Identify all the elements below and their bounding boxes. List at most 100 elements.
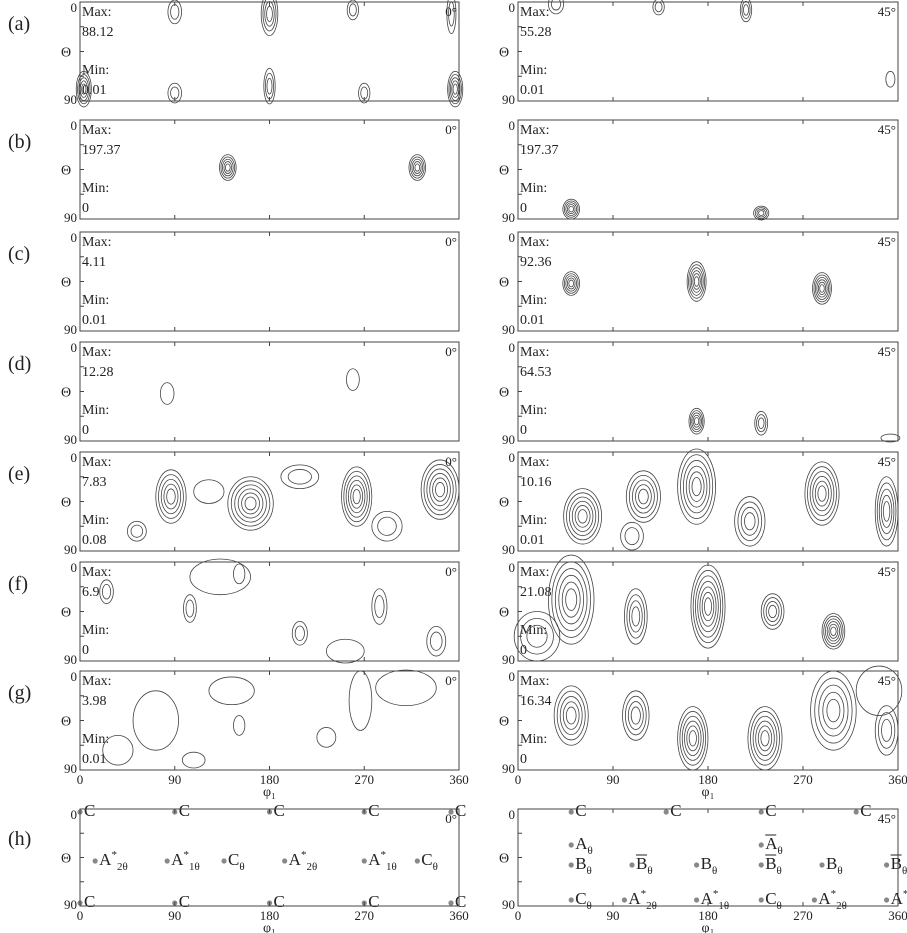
- contour-line: [292, 621, 307, 645]
- contour-line: [628, 702, 643, 730]
- panel-frame: [518, 342, 898, 441]
- contour-line: [433, 478, 448, 501]
- y-axis-top-label: 0: [71, 0, 78, 15]
- phi2-angle-label: 0°: [445, 344, 457, 359]
- odf-panel-left: Max:3.98Min:0.01: [82, 670, 436, 768]
- phi2-angle-label: 45°: [878, 344, 896, 359]
- orientation-marker: [759, 862, 764, 867]
- orientation-marker: [812, 897, 817, 902]
- contour-line: [815, 481, 828, 506]
- x-tick-label: 90: [607, 772, 620, 787]
- contour-line: [758, 418, 764, 429]
- y-axis-bottom-label: 90: [64, 542, 77, 557]
- x-tick-label: 0: [515, 772, 522, 787]
- orientation-marker: [664, 809, 669, 814]
- contour-line: [629, 601, 642, 632]
- contour-line: [562, 582, 580, 617]
- min-value: 0: [82, 423, 89, 438]
- y-axis-top-label: 0: [71, 230, 78, 245]
- max-label: Max:: [82, 123, 112, 138]
- contour-line: [409, 155, 426, 181]
- x-tick-label: 360: [888, 772, 907, 787]
- contour-line: [566, 589, 577, 611]
- y-axis-top-label: 0: [509, 230, 516, 245]
- contour-line: [100, 580, 114, 604]
- panel-frame: [80, 562, 459, 661]
- max-value: 21.08: [520, 585, 552, 600]
- orientation-marker: [221, 858, 226, 863]
- contour-line: [221, 157, 235, 178]
- min-value: 0.01: [520, 533, 545, 548]
- contour-line: [346, 476, 367, 517]
- orientation-marker: [884, 862, 889, 867]
- max-label: Max:: [82, 455, 112, 470]
- contour-line: [689, 408, 704, 434]
- y-axis-bottom-label: 90: [64, 322, 77, 337]
- orientation-label: A*1θ: [368, 849, 397, 873]
- contour-line: [183, 595, 196, 623]
- contour-line: [741, 507, 758, 535]
- contour-line: [563, 272, 580, 296]
- min-value: 0.01: [82, 313, 107, 328]
- contour-line: [635, 485, 651, 509]
- orientation-label: Cθ: [228, 850, 245, 873]
- contour-line: [233, 564, 244, 584]
- contour-line: [766, 601, 779, 621]
- max-label: Max:: [82, 235, 112, 250]
- contour-line: [317, 727, 336, 747]
- phi2-angle-label: 45°: [878, 811, 896, 826]
- orientation-label: Bθ: [636, 854, 653, 877]
- max-label: Max:: [82, 565, 112, 580]
- y-axis-symbol: Θ: [499, 276, 509, 291]
- max-value: 197.37: [82, 143, 121, 158]
- y-axis-bottom-label: 90: [502, 652, 515, 667]
- contour-line: [625, 528, 639, 545]
- x-tick-label: 360: [888, 908, 907, 923]
- contour-line: [427, 626, 446, 656]
- row-label: (g): [8, 682, 31, 704]
- min-value: 0: [82, 201, 89, 216]
- min-value: 0.08: [82, 533, 107, 548]
- y-axis-symbol: Θ: [61, 715, 71, 730]
- max-label: Max:: [82, 5, 112, 20]
- contour-line: [372, 511, 402, 541]
- orientation-marker: [93, 858, 98, 863]
- contour-line: [102, 584, 110, 599]
- contour-line: [295, 626, 304, 641]
- contour-line: [827, 699, 840, 722]
- contour-line: [875, 477, 898, 546]
- orientation-marker: [362, 858, 367, 863]
- contour-line: [578, 510, 587, 523]
- ideal-orientation-panel-right: CCCCAθAθBθBθBθBθBθBθCθA*2θA*1θCθA*2θA*1θ: [569, 801, 907, 912]
- orientation-marker: [759, 842, 764, 847]
- odf-panel-right: Max:64.53Min:0: [520, 345, 900, 442]
- contour-line: [810, 472, 834, 516]
- contour-line: [427, 469, 453, 510]
- orientation-marker: [165, 858, 170, 863]
- min-label: Min:: [82, 513, 109, 528]
- y-axis-symbol: Θ: [61, 852, 71, 867]
- odf-panel-right: Max:55.28Min:0.01: [520, 0, 895, 98]
- contour-line: [639, 489, 649, 504]
- x-axis-symbol: φ₁: [263, 921, 276, 933]
- ideal-orientation-panel-left: C C C C CA*2θ A*1θ Cθ A*2θ A*1θ CθC C C C C: [77, 801, 466, 911]
- contour-line: [698, 581, 719, 631]
- contour-line: [575, 505, 590, 527]
- x-tick-label: 360: [449, 908, 469, 923]
- contour-line: [691, 565, 725, 648]
- panel-frame: [80, 809, 459, 906]
- orientation-marker: [569, 842, 574, 847]
- contour-line: [554, 686, 588, 745]
- contour-line: [680, 711, 706, 765]
- contour-line: [807, 467, 836, 521]
- y-axis-top-label: 0: [509, 807, 516, 822]
- max-value: 197.37: [520, 143, 559, 158]
- y-axis-symbol: Θ: [61, 496, 71, 511]
- panel-frame: [518, 2, 898, 101]
- min-value: 0: [520, 201, 527, 216]
- panel-frame: [80, 232, 459, 331]
- x-tick-label: 90: [168, 772, 181, 787]
- panel-frame: [80, 342, 459, 441]
- y-axis-symbol: Θ: [499, 496, 509, 511]
